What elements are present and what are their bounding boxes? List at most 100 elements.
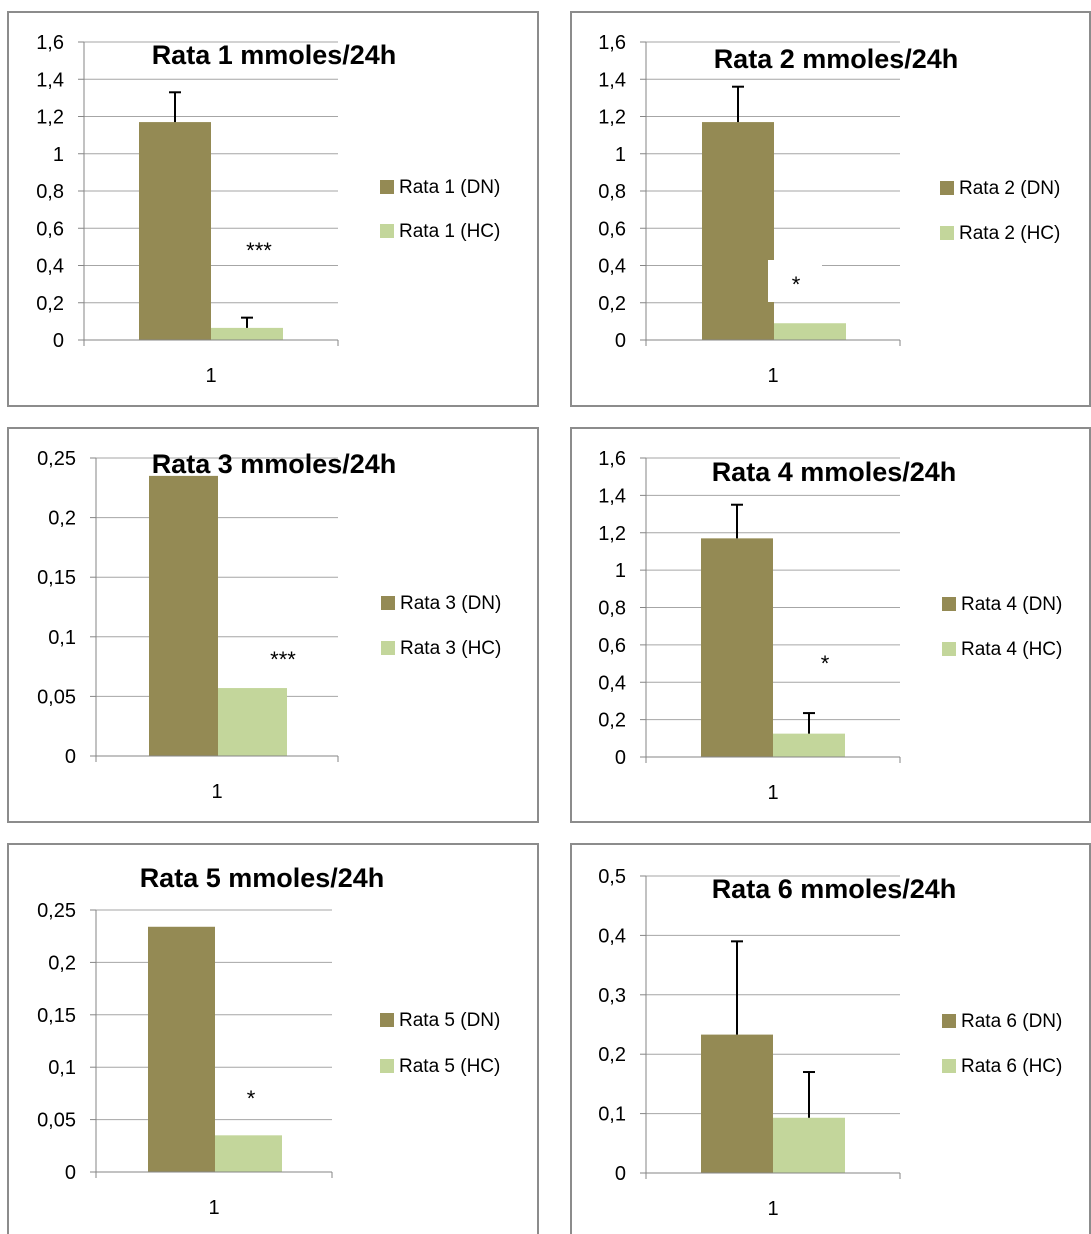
- y-tick-label: 0,25: [37, 900, 76, 922]
- y-tick-label: 0,6: [598, 218, 626, 240]
- x-tick-label: 1: [767, 1198, 778, 1220]
- y-tick-label: 0: [615, 330, 626, 352]
- bar-dn: [149, 475, 218, 756]
- chart-title: Rata 4 mmoles/24h: [712, 457, 957, 487]
- legend-swatch: [380, 1013, 394, 1027]
- y-tick-label: 0,3: [598, 985, 626, 1007]
- legend-label: Rata 1 (HC): [399, 221, 500, 242]
- y-tick-label: 0,1: [48, 627, 76, 649]
- y-tick-label: 1: [615, 144, 626, 166]
- y-tick-label: 0,8: [598, 181, 626, 203]
- x-tick-label: 1: [208, 1197, 219, 1219]
- legend-label: Rata 5 (HC): [399, 1056, 500, 1077]
- y-tick-label: 0,25: [37, 448, 76, 470]
- significance-marker: ***: [246, 238, 272, 263]
- legend-label: Rata 5 (DN): [399, 1010, 500, 1031]
- x-tick-label: 1: [767, 365, 778, 387]
- y-tick-label: 1,4: [598, 69, 626, 91]
- y-tick-label: 1,6: [598, 32, 626, 54]
- chart-panel-5: 0 0,05 0,1 0,15 0,2 0,25 * 1 Rata 5 mmoles/24h Ra…: [7, 843, 539, 1234]
- y-tick-label: 0,1: [598, 1104, 626, 1126]
- y-tick-label: 0,4: [598, 256, 626, 278]
- chart-title: Rata 5 mmoles/24h: [140, 863, 385, 893]
- legend-swatch: [940, 226, 954, 240]
- chart-panel-4: 0 0,2 0,4 0,6 0,8 1 1,2 1,4 1,6 * 1 Rata 4 mmoles/2…: [570, 427, 1091, 823]
- y-tick-label: 0,1: [48, 1057, 76, 1079]
- y-tick-label: 0,6: [598, 635, 626, 657]
- legend-label: Rata 2 (HC): [959, 223, 1060, 244]
- y-tick-label: 1,2: [598, 523, 626, 545]
- bar-dn: [701, 1034, 773, 1173]
- chart-title: Rata 1 mmoles/24h: [152, 40, 397, 70]
- y-tick-label: 0: [65, 1162, 76, 1184]
- y-tick-label: 0,4: [598, 672, 626, 694]
- y-tick-label: 1,4: [36, 69, 64, 91]
- y-tick-label: 1,6: [36, 32, 64, 54]
- chart-title: Rata 3 mmoles/24h: [152, 449, 397, 479]
- legend-swatch: [380, 1059, 394, 1073]
- bar-hc: [773, 1117, 845, 1173]
- legend-swatch: [380, 224, 394, 238]
- bar-dn: [139, 122, 211, 341]
- legend-label: Rata 1 (DN): [399, 177, 500, 198]
- y-tick-label: 1,2: [598, 107, 626, 129]
- y-tick-label: 1,2: [36, 107, 64, 129]
- y-tick-label: 0,6: [36, 218, 64, 240]
- legend-swatch: [380, 180, 394, 194]
- significance-marker: *: [821, 651, 830, 676]
- legend-label: Rata 3 (HC): [400, 638, 501, 659]
- y-tick-label: 0: [615, 747, 626, 769]
- legend-label: Rata 6 (HC): [961, 1056, 1062, 1077]
- bar-hc: [218, 688, 287, 756]
- significance-marker: ***: [270, 647, 296, 672]
- legend-label: Rata 3 (DN): [400, 593, 501, 614]
- y-tick-label: 0,2: [48, 952, 76, 974]
- legend-swatch: [381, 641, 395, 655]
- bar-dn: [701, 538, 773, 757]
- y-tick-label: 0,15: [37, 567, 76, 589]
- x-tick-label: 1: [767, 782, 778, 804]
- y-tick-label: 0,8: [36, 181, 64, 203]
- legend-swatch: [381, 596, 395, 610]
- y-tick-label: 0,2: [36, 293, 64, 315]
- chart-title: Rata 2 mmoles/24h: [714, 44, 959, 74]
- chart-frame: [7, 11, 539, 407]
- significance-marker: *: [247, 1086, 256, 1111]
- y-tick-label: 0,2: [598, 710, 626, 732]
- bar-hc: [215, 1135, 282, 1172]
- legend-swatch: [942, 642, 956, 656]
- y-tick-label: 1: [53, 144, 64, 166]
- y-tick-label: 0: [53, 330, 64, 352]
- y-tick-label: 0,5: [598, 866, 626, 888]
- y-tick-label: 0: [65, 746, 76, 768]
- y-tick-label: 0,05: [37, 686, 76, 708]
- annotation-background: [768, 260, 822, 302]
- legend-label: Rata 6 (DN): [961, 1011, 1062, 1032]
- y-tick-label: 0,2: [598, 1044, 626, 1066]
- chart-panel-2: 0 0,2 0,4 0,6 0,8 1 1,2 1,4 1,6 * 1 Rata 2 mmoles/2…: [570, 11, 1091, 407]
- y-tick-label: 0,4: [598, 925, 626, 947]
- legend-label: Rata 4 (DN): [961, 594, 1062, 615]
- legend-swatch: [942, 1014, 956, 1028]
- y-tick-label: 0,2: [598, 293, 626, 315]
- chart-frame: [7, 427, 539, 823]
- chart-title: Rata 6 mmoles/24h: [712, 874, 957, 904]
- y-tick-label: 0,05: [37, 1110, 76, 1132]
- y-tick-label: 1: [615, 560, 626, 582]
- legend-swatch: [942, 597, 956, 611]
- y-tick-label: 1,6: [598, 448, 626, 470]
- bar-hc: [774, 323, 846, 340]
- legend-label: Rata 2 (DN): [959, 178, 1060, 199]
- chart-panel-1: 0 0,2 0,4 0,6 0,8 1 1,2 1,4 1,6 *** 1 Rata 1 mmoles…: [7, 11, 539, 407]
- significance-marker: *: [792, 272, 801, 297]
- y-tick-label: 0,4: [36, 256, 64, 278]
- y-tick-label: 1,4: [598, 485, 626, 507]
- x-tick-label: 1: [205, 365, 216, 387]
- y-tick-label: 0,8: [598, 598, 626, 620]
- y-tick-label: 0,2: [48, 508, 76, 530]
- bar-dn: [702, 122, 774, 341]
- legend-label: Rata 4 (HC): [961, 639, 1062, 660]
- chart-frame: [570, 427, 1091, 823]
- y-tick-label: 0,15: [37, 1005, 76, 1027]
